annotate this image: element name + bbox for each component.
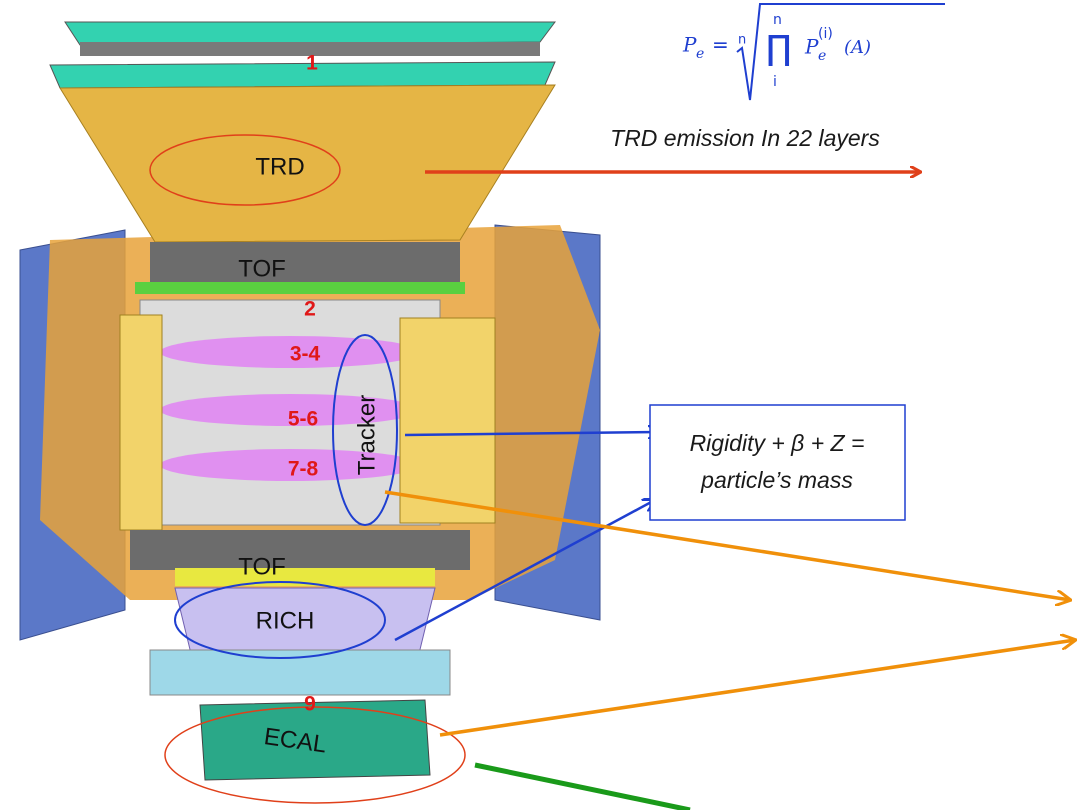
tof-label: TOF: [238, 255, 286, 282]
formula-product: ∏: [766, 29, 792, 69]
top-plate: [65, 22, 555, 45]
formula-argument: (A): [844, 37, 871, 58]
formula-index: n: [738, 33, 746, 48]
layer-number: 3-4: [290, 343, 321, 366]
tof-lower: [130, 530, 470, 570]
mass-note: particle’s mass: [700, 467, 853, 493]
formula-symbol: P: [804, 35, 819, 59]
detector: [20, 22, 600, 780]
formula-subscript: e: [818, 48, 826, 64]
plate: [50, 62, 555, 88]
formula-subscript: e: [696, 46, 704, 62]
formula-superscript: (i): [818, 26, 833, 42]
formula-symbol: P: [682, 33, 697, 57]
frame: [400, 318, 495, 523]
frame: [120, 315, 162, 530]
tof-label: TOF: [238, 553, 286, 580]
tof-upper: [135, 282, 465, 294]
layer-number: 9: [304, 693, 316, 716]
layer-number: 7-8: [288, 458, 319, 481]
mass-note: Rigidity + β + Z =: [690, 430, 865, 456]
layer-number: 1: [306, 52, 318, 75]
formula: P e = n n ∏ i P e (i) (A): [682, 4, 945, 100]
diagram: 1 TRD TOF 2 3-4 5-6 7-8 Tracker TOF RICH…: [0, 0, 1084, 810]
trd-label: TRD: [255, 153, 304, 180]
layer-number: 2: [304, 298, 316, 321]
rich-label: RICH: [256, 607, 315, 634]
layer-number: 5-6: [288, 408, 318, 431]
note-box: [650, 405, 905, 520]
tracker-label: Tracker: [353, 395, 380, 475]
formula-equals: =: [712, 33, 729, 57]
arrow: [440, 640, 1075, 735]
trd-body: [60, 85, 555, 242]
tof-upper: [150, 242, 460, 282]
formula-index: n: [773, 12, 782, 28]
trd-note: TRD emission In 22 layers: [610, 125, 880, 151]
line: [475, 765, 690, 810]
formula-index: i: [773, 74, 777, 90]
